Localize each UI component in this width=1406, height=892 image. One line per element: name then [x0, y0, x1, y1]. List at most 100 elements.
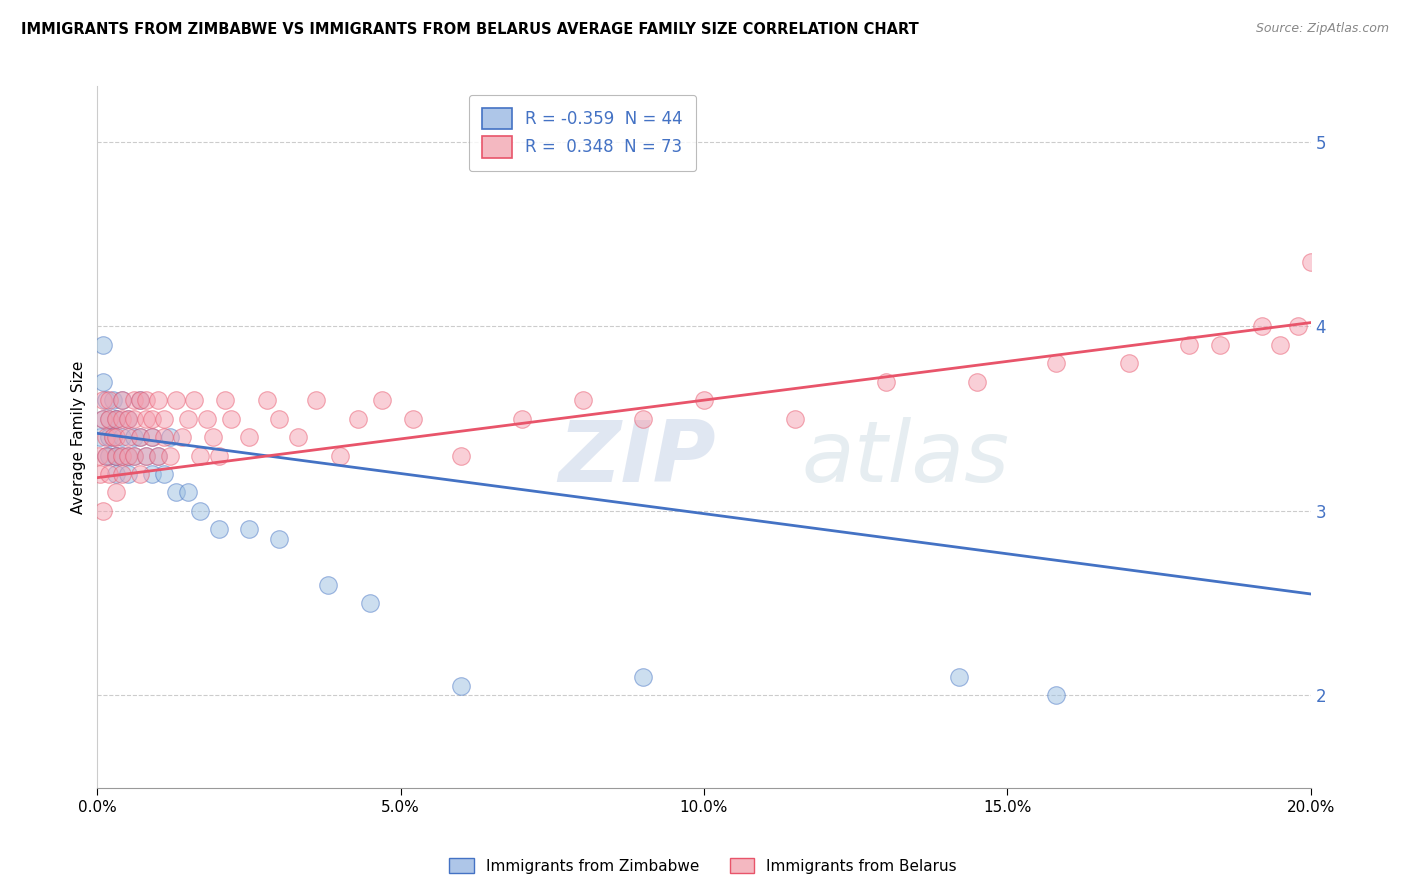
Point — [1118, 356, 1140, 370]
Point — [571, 393, 593, 408]
Text: Source: ZipAtlas.com: Source: ZipAtlas.com — [1256, 22, 1389, 36]
Point — [104, 411, 127, 425]
Point — [208, 449, 231, 463]
Point — [948, 670, 970, 684]
Point — [96, 393, 118, 408]
Point — [98, 411, 121, 425]
Point — [219, 411, 242, 425]
Point — [783, 411, 806, 425]
Point — [269, 411, 291, 425]
Point — [89, 430, 111, 444]
Point — [117, 411, 139, 425]
Point — [122, 449, 145, 463]
Point — [98, 430, 121, 444]
Point — [141, 411, 163, 425]
Point — [146, 449, 169, 463]
Point — [110, 449, 132, 463]
Point — [96, 430, 118, 444]
Point — [110, 393, 132, 408]
Point — [966, 375, 988, 389]
Point — [208, 522, 231, 536]
Point — [177, 485, 200, 500]
Point — [165, 393, 187, 408]
Point — [329, 449, 352, 463]
Point — [238, 522, 260, 536]
Point — [190, 449, 212, 463]
Point — [450, 449, 472, 463]
Point — [117, 411, 139, 425]
Point — [183, 393, 205, 408]
Point — [104, 449, 127, 463]
Point — [89, 449, 111, 463]
Point — [128, 393, 150, 408]
Point — [450, 679, 472, 693]
Point — [1208, 338, 1230, 352]
Point — [104, 411, 127, 425]
Point — [359, 596, 381, 610]
Point — [287, 430, 309, 444]
Point — [101, 430, 124, 444]
Point — [875, 375, 897, 389]
Point — [101, 430, 124, 444]
Point — [1286, 319, 1309, 334]
Point — [256, 393, 278, 408]
Point — [135, 449, 157, 463]
Point — [347, 411, 370, 425]
Point — [93, 411, 115, 425]
Point — [110, 449, 132, 463]
Point — [165, 485, 187, 500]
Point — [117, 449, 139, 463]
Point — [104, 485, 127, 500]
Point — [146, 393, 169, 408]
Point — [122, 449, 145, 463]
Point — [93, 338, 115, 352]
Point — [98, 467, 121, 481]
Point — [98, 411, 121, 425]
Point — [693, 393, 716, 408]
Point — [141, 430, 163, 444]
Point — [98, 393, 121, 408]
Point — [135, 411, 157, 425]
Legend: R = -0.359  N = 44, R =  0.348  N = 73: R = -0.359 N = 44, R = 0.348 N = 73 — [468, 95, 696, 171]
Point — [93, 411, 115, 425]
Point — [402, 411, 425, 425]
Point — [633, 411, 655, 425]
Point — [146, 449, 169, 463]
Point — [510, 411, 533, 425]
Point — [110, 467, 132, 481]
Point — [122, 393, 145, 408]
Point — [371, 393, 394, 408]
Text: IMMIGRANTS FROM ZIMBABWE VS IMMIGRANTS FROM BELARUS AVERAGE FAMILY SIZE CORRELAT: IMMIGRANTS FROM ZIMBABWE VS IMMIGRANTS F… — [21, 22, 920, 37]
Point — [238, 430, 260, 444]
Point — [1299, 254, 1322, 268]
Point — [190, 504, 212, 518]
Point — [135, 449, 157, 463]
Point — [172, 430, 194, 444]
Point — [128, 430, 150, 444]
Point — [89, 467, 111, 481]
Point — [214, 393, 236, 408]
Point — [153, 467, 176, 481]
Point — [117, 449, 139, 463]
Point — [104, 430, 127, 444]
Point — [159, 449, 181, 463]
Point — [1178, 338, 1201, 352]
Point — [141, 430, 163, 444]
Y-axis label: Average Family Size: Average Family Size — [72, 360, 86, 514]
Text: ZIP: ZIP — [558, 417, 716, 500]
Point — [117, 430, 139, 444]
Point — [1045, 356, 1067, 370]
Point — [110, 430, 132, 444]
Point — [201, 430, 224, 444]
Point — [1251, 319, 1274, 334]
Point — [104, 449, 127, 463]
Point — [104, 449, 127, 463]
Point — [633, 670, 655, 684]
Point — [98, 449, 121, 463]
Point — [128, 393, 150, 408]
Point — [153, 411, 176, 425]
Legend: Immigrants from Zimbabwe, Immigrants from Belarus: Immigrants from Zimbabwe, Immigrants fro… — [443, 852, 963, 880]
Point — [1270, 338, 1292, 352]
Point — [269, 532, 291, 546]
Point — [128, 430, 150, 444]
